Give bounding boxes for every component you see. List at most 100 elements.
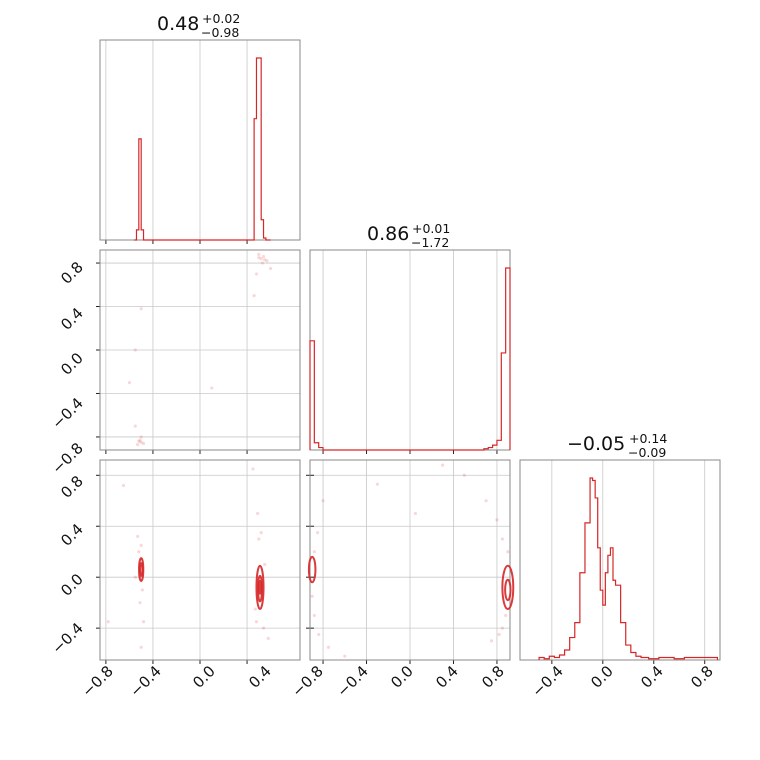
scatter-point [140, 588, 144, 592]
scatter-panel-p2-vs-p0 [96, 459, 301, 664]
xtick-label: −0.4 [126, 662, 164, 700]
scatter-point [375, 482, 379, 486]
density-contour [307, 555, 317, 584]
scatter-point [257, 256, 261, 260]
scatter-point [312, 550, 316, 554]
panel-frame [99, 249, 301, 451]
scatter-point [254, 620, 259, 624]
scatter-point [263, 258, 267, 262]
hist-panel-p0 [99, 39, 301, 244]
xtick-label: −0.8 [78, 662, 116, 700]
scatter-point [504, 613, 508, 618]
scatter-point [141, 620, 146, 624]
xtick-label: −0.8 [288, 662, 326, 700]
scatter-point [316, 531, 320, 535]
yticks-p2: 0.8 0.4 0.0 −0.4 [48, 472, 86, 657]
scatter-point [413, 511, 418, 516]
xtick-label: 0.4 [637, 662, 667, 692]
xtick-label: 0.4 [432, 662, 462, 692]
scatter-point [310, 594, 314, 598]
scatter-point [256, 511, 260, 516]
histogram-step [134, 57, 271, 241]
xtick-label: 0.8 [687, 662, 717, 692]
scatter-point [321, 499, 325, 503]
scatter-point [266, 636, 270, 640]
scatter-point [137, 550, 141, 554]
scatter-point [139, 645, 143, 649]
xtick-label: 0.8 [478, 662, 508, 692]
ytick-label: −0.4 [48, 394, 86, 432]
panel-frame [99, 459, 301, 661]
scatter-point [500, 626, 504, 630]
ytick-label: −0.8 [48, 439, 86, 477]
hist-panel-p1 [309, 249, 511, 454]
scatter-point [489, 639, 494, 643]
yticks-p1: 0.8 0.4 0.0 −0.4 −0.8 [48, 258, 86, 477]
title-p2: −0.05 [567, 433, 625, 455]
scatter-point [268, 266, 273, 271]
ytick-label: 0.0 [57, 349, 87, 379]
scatter-point [484, 499, 488, 503]
scatter-point [251, 467, 255, 471]
xticks-p0: −0.8 −0.4 0.0 0.4 [78, 662, 274, 700]
histogram-step [538, 477, 719, 660]
scatter-point [127, 381, 132, 385]
xtick-label: 0.0 [587, 662, 617, 692]
density-contour [255, 564, 265, 611]
scatter-point [138, 601, 142, 605]
scatter-point [139, 440, 143, 444]
density-contour [504, 578, 512, 602]
scatter-point [343, 654, 347, 658]
scatter-point [253, 607, 257, 611]
scatter-point [121, 483, 126, 488]
xtick-label: 0.0 [387, 662, 417, 692]
scatter-point [312, 613, 316, 618]
density-contour [501, 564, 515, 611]
scatter-point [259, 531, 263, 535]
xtick-label: 0.0 [189, 662, 219, 692]
scatter-point [139, 543, 143, 547]
scatter-point [441, 463, 445, 467]
scatter-point [506, 550, 510, 554]
scatter-point [495, 518, 499, 522]
scatter-point [260, 261, 264, 265]
scatter-point [497, 632, 501, 637]
density-contour [139, 562, 144, 577]
scatter-point [133, 575, 137, 579]
ytick-label: 0.4 [57, 304, 87, 334]
title-p0-minus: −0.98 [201, 25, 239, 40]
scatter-point [326, 645, 331, 649]
scatter-point [263, 562, 267, 567]
scatter-point [141, 441, 146, 446]
scatter-point [257, 252, 261, 256]
ytick-label: 0.8 [57, 258, 87, 288]
title-p1: 0.86 [367, 223, 409, 245]
ytick-label: 0.4 [57, 520, 87, 550]
xtick-label: 0.4 [245, 662, 275, 692]
histogram-step [309, 267, 511, 451]
xtick-label: −0.4 [333, 662, 371, 700]
scatter-point [106, 620, 110, 624]
scatter-point [252, 294, 256, 298]
scatter-panel-p1-vs-p0 [96, 249, 301, 454]
xtick-label: −0.4 [528, 662, 566, 700]
hist-panel-p2 [519, 459, 721, 664]
scatter-point [139, 435, 143, 439]
ytick-label: 0.0 [57, 570, 87, 600]
scatter-point [257, 537, 261, 541]
scatter-point [136, 534, 140, 539]
scatter-point [500, 537, 504, 541]
scatter-point [317, 632, 321, 637]
scatter-point [137, 439, 141, 443]
scatter-point [133, 424, 137, 428]
scatter-point [139, 307, 143, 311]
scatter-point [261, 626, 266, 630]
ytick-label: −0.4 [48, 619, 86, 657]
title-p0-plus: +0.02 [202, 11, 240, 26]
scatter-point [133, 348, 137, 352]
scatter-point [462, 473, 466, 477]
title-p1-minus: −1.72 [411, 235, 449, 250]
scatter-point [254, 272, 259, 276]
scatter-point [138, 438, 142, 442]
